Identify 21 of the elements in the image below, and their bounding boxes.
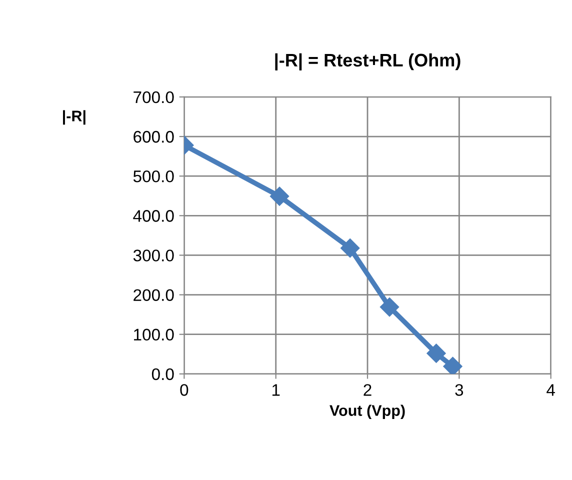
x-axis-title: Vout (Vpp) [330,404,405,419]
y-tick-label: 200.0 [134,289,174,301]
point [426,344,446,363]
x-tick-label: 4 [546,384,555,396]
y-tick-label: 100.0 [134,328,174,341]
y-tick-label: 500.0 [133,170,174,182]
point [443,356,462,374]
point [270,186,290,206]
y-tick-label: 700.0 [134,91,174,104]
point [340,238,360,258]
x-tick-label: 1 [272,384,280,396]
y-tick-label: 300.0 [133,250,174,262]
x-tick-label: 3 [455,384,464,396]
y-tick-label: 0.0 [152,368,174,380]
y-tick-label: 400.0 [133,210,174,222]
y-axis-title: |-R| [63,110,86,125]
x-tick-label: 2 [364,384,372,396]
x-tick-label: 0 [180,384,188,396]
point [380,298,400,317]
chart-title: |-R| = Rtest+RL (Ohm) [275,53,460,70]
y-tick-label: 600.0 [134,130,174,143]
